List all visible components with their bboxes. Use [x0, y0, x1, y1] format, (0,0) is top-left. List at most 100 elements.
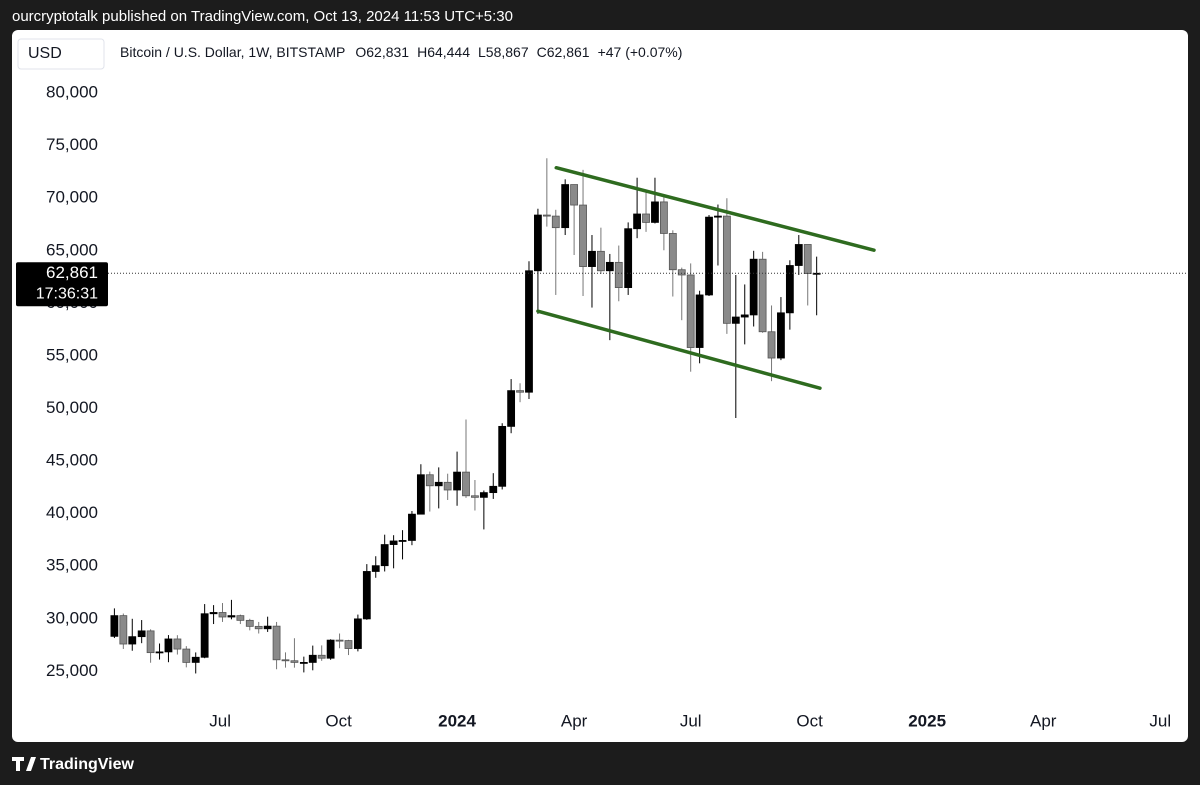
candle-body	[605, 261, 614, 272]
candle-body	[714, 215, 722, 218]
y-tick-label: 45,000	[46, 451, 98, 470]
candle-body	[218, 612, 227, 618]
candle-body	[651, 201, 659, 223]
currency-label: USD	[28, 45, 62, 62]
candle-body	[281, 659, 290, 662]
candle-body	[551, 215, 560, 229]
candle-body	[642, 213, 650, 223]
candle-body	[588, 250, 596, 267]
candle-body	[731, 316, 740, 324]
y-tick-label: 70,000	[46, 188, 98, 207]
candle-body	[434, 481, 443, 487]
symbol-title: Bitcoin / U.S. Dollar, 1W, BITSTAMP	[120, 44, 345, 60]
candle-body	[308, 654, 317, 663]
brand: TradingView	[12, 756, 135, 773]
candle-body	[191, 656, 200, 663]
candle-body	[614, 261, 623, 288]
candle-body	[498, 425, 507, 487]
candle-body	[272, 625, 281, 661]
candle-body	[254, 625, 263, 630]
y-tick-label: 25,000	[46, 661, 98, 680]
y-tick-label: 30,000	[46, 608, 98, 627]
candle-body	[299, 662, 308, 664]
x-tick-label: Jul	[1149, 711, 1171, 730]
candle-body	[344, 640, 353, 649]
price-label-box	[16, 262, 108, 307]
trend-line	[536, 309, 822, 390]
candle-body	[767, 331, 776, 359]
candle-body	[542, 214, 551, 217]
legend: Bitcoin / U.S. Dollar, 1W, BITSTAMP O62,8…	[120, 44, 682, 60]
x-tick-label: Jul	[209, 711, 231, 730]
candle-body	[398, 540, 407, 542]
x-tick-label: Apr	[561, 711, 588, 730]
candle-body	[471, 495, 479, 498]
candle-body	[758, 258, 767, 333]
candle-body	[570, 184, 579, 206]
candle-body	[516, 390, 524, 393]
candle-body	[479, 492, 488, 498]
candle-body	[668, 233, 677, 271]
x-tick-label: 2024	[438, 711, 476, 730]
candle-body	[227, 615, 236, 618]
candle-body	[119, 615, 128, 645]
candle-body	[425, 474, 434, 487]
candle-body	[371, 565, 380, 572]
candle-body	[749, 258, 758, 316]
price-label: 62,861	[46, 263, 98, 282]
candle-body	[443, 481, 452, 491]
candle-body	[453, 471, 461, 491]
candle-body	[200, 613, 209, 658]
candle-body	[380, 544, 389, 567]
candle-body	[624, 228, 633, 288]
publisher-line: ourcryptotalk published on TradingView.c…	[12, 8, 513, 25]
brand-name: TradingView	[40, 756, 135, 773]
candle-body	[579, 204, 587, 267]
change: +47 (+0.07%)	[598, 44, 683, 60]
candle-body	[803, 244, 812, 274]
plot: 25,000 30,000 35,000 40,000 45,000 50,000 55,0…	[16, 83, 1188, 730]
candle-body	[695, 294, 704, 348]
candle-body	[785, 265, 794, 314]
candle-body	[794, 244, 803, 266]
ohlc-close: C62,861	[537, 44, 590, 60]
candle-body	[389, 540, 398, 545]
candle-body	[489, 485, 498, 494]
candle-body	[245, 619, 254, 627]
candle-body	[263, 625, 272, 630]
ohlc-open: O62,831	[355, 44, 409, 60]
currency-box	[17, 38, 105, 70]
y-tick-label: 50,000	[46, 398, 98, 417]
candle-body	[525, 270, 533, 393]
candle-body	[416, 474, 425, 515]
countdown: 17:36:31	[36, 286, 98, 303]
candle-body	[110, 615, 119, 637]
x-tick-label: Oct	[325, 711, 352, 730]
brand-logo	[12, 757, 36, 771]
candle-body	[633, 213, 641, 230]
candle-body	[164, 638, 173, 653]
candle-body	[722, 215, 731, 324]
candle-body	[362, 571, 371, 620]
candle-body	[173, 638, 182, 650]
x-tick-label: Oct	[796, 711, 823, 730]
y-tick-label: 80,000	[46, 83, 98, 102]
candle-body	[659, 201, 668, 234]
candle-body	[290, 660, 299, 663]
candle-body	[462, 471, 470, 497]
candle-body	[597, 250, 605, 272]
candle-body	[408, 513, 416, 541]
y-tick-label: 55,000	[46, 345, 98, 364]
candle-body	[353, 618, 362, 649]
y-tick-label: 75,000	[46, 135, 98, 154]
candle-body	[705, 216, 713, 296]
candle-body	[534, 214, 542, 272]
candle-body	[236, 615, 245, 621]
candle-body	[740, 314, 749, 318]
candle-body	[155, 651, 164, 654]
x-tick-label: Apr	[1030, 711, 1057, 730]
y-tick-label: 35,000	[46, 556, 98, 575]
x-tick-label: Jul	[680, 711, 702, 730]
